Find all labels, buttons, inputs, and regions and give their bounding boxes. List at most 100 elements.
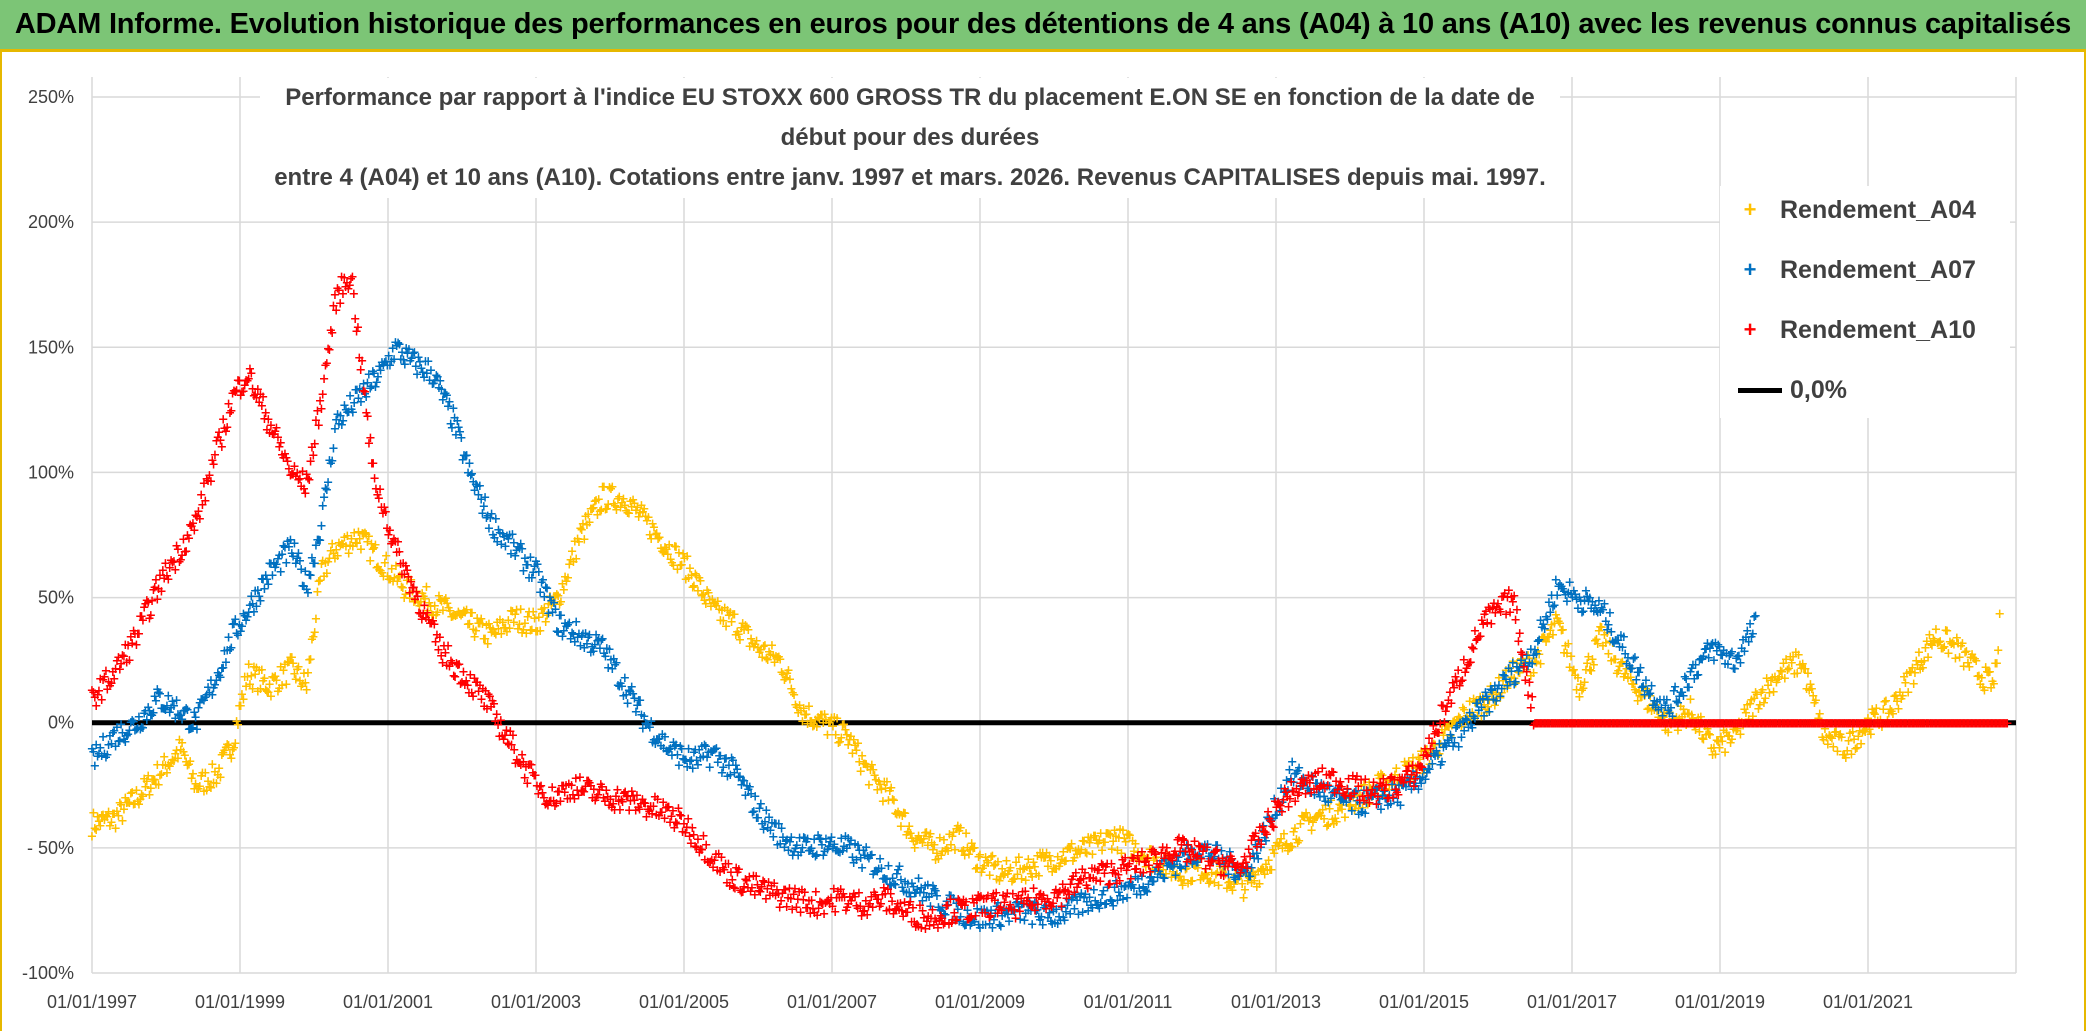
data-point: + (1004, 864, 1015, 879)
data-point: + (1135, 850, 1146, 865)
data-point: + (216, 748, 227, 763)
legend-item-a10: + Rendement_A10 (1720, 310, 1976, 350)
data-point: + (928, 843, 939, 858)
y-tick-label: 250% (28, 87, 74, 107)
data-point: + (214, 762, 225, 777)
data-point: + (311, 612, 322, 627)
x-tick-label: 01/01/2009 (935, 992, 1025, 1012)
data-point: + (917, 836, 928, 851)
data-point: + (266, 689, 277, 704)
data-point: + (131, 783, 142, 798)
data-point: + (603, 497, 614, 512)
data-point: + (392, 575, 403, 590)
data-point: + (438, 603, 449, 618)
data-point: + (379, 556, 390, 571)
data-point: + (900, 807, 911, 822)
data-point: + (535, 624, 546, 639)
data-point: + (436, 594, 447, 609)
data-point: + (879, 775, 890, 790)
data-point: + (1029, 860, 1040, 875)
data-point: + (814, 712, 825, 727)
data-point: + (457, 607, 468, 622)
data-point: + (1122, 828, 1133, 843)
data-point: + (519, 617, 530, 632)
data-point: + (898, 806, 909, 821)
data-point: + (511, 603, 522, 618)
data-point: + (629, 497, 640, 512)
data-point: + (806, 714, 817, 729)
data-point: + (983, 856, 994, 871)
data-point: + (550, 590, 561, 605)
data-point: + (966, 837, 977, 852)
y-tick-label: - 50% (27, 838, 74, 858)
data-point: + (380, 505, 391, 520)
data-point: + (952, 819, 963, 834)
x-tick-label: 01/01/1997 (47, 992, 137, 1012)
data-point: + (791, 700, 802, 715)
x-tick-label: 01/01/2019 (1675, 992, 1765, 1012)
data-point: + (1156, 868, 1167, 883)
data-point: + (827, 719, 838, 734)
data-point: + (1008, 873, 1019, 888)
data-point: + (354, 532, 365, 547)
data-point: + (1079, 835, 1090, 850)
data-point: + (400, 587, 411, 602)
data-point: + (635, 694, 646, 709)
data-point: + (319, 372, 330, 387)
data-point: + (362, 409, 373, 424)
data-point: + (817, 708, 828, 723)
data-point: + (155, 769, 166, 784)
data-point: + (561, 574, 572, 589)
data-point: + (883, 794, 894, 809)
data-point: + (524, 605, 535, 620)
data-point: + (320, 556, 331, 571)
data-point: + (642, 514, 653, 529)
data-point: + (157, 758, 168, 773)
data-point: + (304, 473, 315, 488)
data-point: + (121, 796, 132, 811)
data-point: + (1005, 861, 1016, 876)
data-point: + (359, 526, 370, 541)
data-point: + (485, 621, 496, 636)
data-point: + (572, 532, 583, 547)
data-point: + (908, 835, 919, 850)
data-point: + (1747, 627, 1758, 642)
data-point: + (800, 708, 811, 723)
data-point: + (830, 905, 841, 920)
data-point: + (422, 604, 433, 619)
data-point: + (1045, 854, 1056, 869)
data-point: + (739, 623, 750, 638)
report-title: ADAM Informe. Evolution historique des p… (15, 8, 2071, 41)
data-point: + (1054, 860, 1065, 875)
data-point: + (782, 666, 793, 681)
data-point: + (207, 758, 218, 773)
data-point: + (342, 529, 353, 544)
data-point: + (315, 534, 326, 549)
data-point: + (664, 538, 675, 553)
data-point: + (205, 781, 216, 796)
data-point: + (1113, 831, 1124, 846)
data-point: + (382, 570, 393, 585)
data-point: + (783, 664, 794, 679)
x-axis-ticks: 01/01/1997 01/01/1999 01/01/2001 01/01/2003… (47, 992, 1913, 1012)
data-point: + (327, 326, 338, 341)
data-point: + (425, 599, 436, 614)
data-point: + (308, 630, 319, 645)
data-point: + (651, 526, 662, 541)
data-point: + (807, 720, 818, 735)
data-point: + (1119, 831, 1130, 846)
data-point: + (995, 870, 1006, 885)
data-point: + (163, 758, 174, 773)
data-point: + (134, 627, 145, 642)
data-point: + (192, 723, 203, 738)
data-point: + (404, 592, 415, 607)
data-point: + (1144, 842, 1155, 857)
data-point: + (533, 610, 544, 625)
data-point: + (654, 531, 665, 546)
data-point: + (336, 537, 347, 552)
data-point: + (540, 615, 551, 630)
data-point: + (648, 521, 659, 536)
data-point: + (313, 575, 324, 590)
data-point: + (235, 699, 246, 714)
data-point: + (373, 560, 384, 575)
